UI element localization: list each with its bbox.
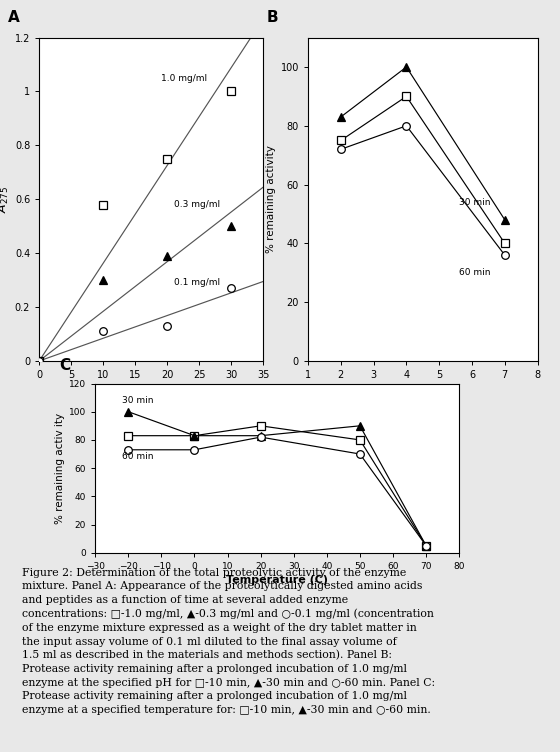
Text: 0.3 mg/ml: 0.3 mg/ml	[174, 200, 220, 209]
Text: C: C	[59, 359, 70, 373]
X-axis label: Time (min): Time (min)	[118, 384, 185, 394]
Text: A: A	[8, 10, 20, 25]
Text: 60 min: 60 min	[122, 453, 153, 461]
X-axis label: pH: pH	[414, 384, 431, 394]
Y-axis label: $A_{275}$: $A_{275}$	[0, 186, 11, 213]
Text: 1.0 mg/ml: 1.0 mg/ml	[161, 74, 207, 83]
Y-axis label: % remaining activ ity: % remaining activ ity	[55, 413, 65, 523]
Text: 30 min: 30 min	[122, 396, 153, 405]
Text: 30 min: 30 min	[459, 198, 491, 207]
Text: 60 min: 60 min	[459, 268, 491, 277]
X-axis label: Temperature (C): Temperature (C)	[226, 575, 328, 585]
Text: 0.1 mg/ml: 0.1 mg/ml	[174, 278, 220, 287]
Text: B: B	[267, 10, 278, 25]
Y-axis label: % remaining activity: % remaining activity	[267, 145, 277, 253]
Text: Figure 2: Determination of the total proteolytic activity of the enzyme
mixture.: Figure 2: Determination of the total pro…	[22, 568, 436, 715]
